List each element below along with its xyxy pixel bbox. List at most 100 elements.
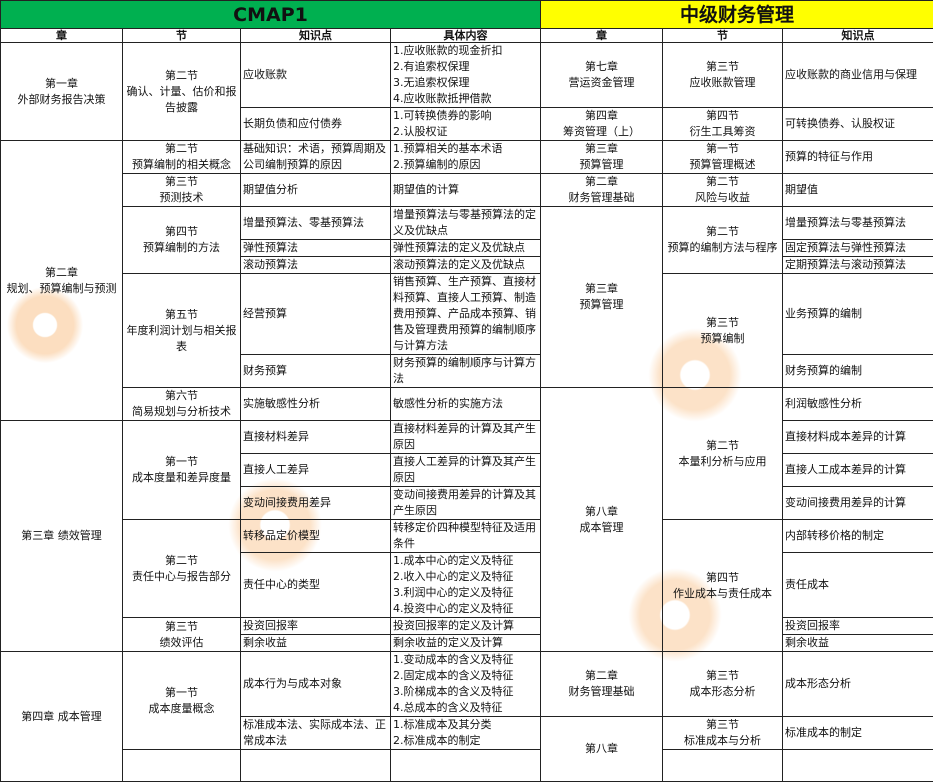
cmap-content: 滚动预算法的定义及优缺点 — [389, 256, 542, 274]
cmap-content: 转移定价四种模型特征及适用条件 — [389, 519, 542, 553]
cmap-section: 第一节 成本度量和差异度量 — [122, 420, 241, 520]
zj-chapter: 第二章 财务管理基础 — [540, 173, 664, 207]
cmap-section-empty — [122, 749, 241, 782]
zj-point: 定期预算法与滚动预算法 — [782, 256, 933, 274]
cmap-point: 投资回报率 — [240, 617, 391, 635]
cmap-content-empty — [389, 749, 542, 782]
zj-section: 第四节 作业成本与责任成本 — [662, 519, 784, 652]
cmap-point: 基础知识：术语，预算周期及公司编制预算的原因 — [240, 140, 391, 174]
zj-point: 期望值 — [782, 173, 933, 207]
zj-point-empty — [782, 749, 933, 782]
cmap-content: 期望值的计算 — [389, 173, 542, 207]
cmap-point: 应收账款 — [240, 42, 391, 108]
header-point-right: 知识点 — [782, 28, 933, 43]
cmap-point: 弹性预算法 — [240, 239, 391, 257]
zj-point: 直接材料成本差异的计算 — [782, 420, 933, 454]
cmap-chapter: 第一章 外部财务报告决策 — [0, 42, 123, 141]
zj-point: 可转换债券、认股权证 — [782, 107, 933, 141]
header-chapter: 章 — [0, 28, 123, 43]
cmap-point-empty — [240, 749, 391, 782]
cmap-content: 1.可转换债券的影响 2.认股权证 — [389, 107, 542, 141]
zj-section: 第三节 标准成本与分析 — [662, 716, 784, 750]
cmap-content: 投资回报率的定义及计算 — [389, 617, 542, 635]
cmap-point: 成本行为与成本对象 — [240, 651, 391, 717]
cmap-point: 剩余收益 — [240, 634, 391, 652]
header-section: 节 — [122, 28, 241, 43]
cmap-point: 长期负债和应付债券 — [240, 107, 391, 141]
title-cmap1: CMAP1 — [0, 0, 542, 29]
zj-point: 利润敏感性分析 — [782, 387, 933, 421]
cmap-section: 第三节 预测技术 — [122, 173, 241, 207]
cmap-point: 直接材料差异 — [240, 420, 391, 454]
zj-section: 第二节 预算的编制方法与程序 — [662, 206, 784, 274]
cmap-section: 第五节 年度利润计划与相关报表 — [122, 273, 241, 388]
cmap-content: 弹性预算法的定义及优缺点 — [389, 239, 542, 257]
zj-point: 直接人工成本差异的计算 — [782, 453, 933, 487]
cmap-point: 转移品定价模型 — [240, 519, 391, 553]
zj-point: 内部转移价格的制定 — [782, 519, 933, 553]
cmap-section: 第四节 预算编制的方法 — [122, 206, 241, 274]
cmap-content: 销售预算、生产预算、直接材料预算、直接人工预算、制造费用预算、产品成本预算、销售… — [389, 273, 542, 355]
zj-chapter: 第三章 预算管理 — [540, 206, 664, 388]
cmap-content: 变动间接费用差异的计算及其产生原因 — [389, 486, 542, 520]
zj-point: 变动间接费用差异的计算 — [782, 486, 933, 520]
cmap-content: 财务预算的编制顺序与计算方法 — [389, 354, 542, 388]
zj-section: 第三节 应收账款管理 — [662, 42, 784, 108]
cmap-content: 敏感性分析的实施方法 — [389, 387, 542, 421]
cmap-chapter: 第二章 规划、预算编制与预测 — [0, 140, 123, 421]
cmap-section: 第六节 简易规划与分析技术 — [122, 387, 241, 421]
zj-point: 预算的特征与作用 — [782, 140, 933, 174]
zj-section: 第二节 风险与收益 — [662, 173, 784, 207]
cmap-content: 1.标准成本及其分类 2.标准成本的制定 — [389, 716, 542, 750]
zj-section: 第三节 成本形态分析 — [662, 651, 784, 717]
cmap-point: 滚动预算法 — [240, 256, 391, 274]
zj-chapter: 第八章 — [540, 716, 664, 782]
cmap-section: 第一节 成本度量概念 — [122, 651, 241, 750]
header-point: 知识点 — [240, 28, 391, 43]
cmap-content: 1.成本中心的定义及特征 2.收入中心的定义及特征 3.利润中心的定义及特征 4… — [389, 552, 542, 618]
header-content: 具体内容 — [389, 28, 542, 43]
cmap-point: 财务预算 — [240, 354, 391, 388]
cmap-section: 第二节 预算编制的相关概念 — [122, 140, 241, 174]
cmap-section: 第二节 确认、计量、估价和报告披露 — [122, 42, 241, 141]
zj-section: 第三节 预算编制 — [662, 273, 784, 388]
zj-point: 剩余收益 — [782, 634, 933, 652]
cmap-point: 变动间接费用差异 — [240, 486, 391, 520]
cmap-content: 1.预算相关的基本术语 2.预算编制的原因 — [389, 140, 542, 174]
cmap-section: 第三节 绩效评估 — [122, 617, 241, 652]
cmap-point: 经营预算 — [240, 273, 391, 355]
zj-point: 标准成本的制定 — [782, 716, 933, 750]
cmap-content: 剩余收益的定义及计算 — [389, 634, 542, 652]
zj-chapter: 第二章 财务管理基础 — [540, 651, 664, 717]
cmap-point: 实施敏感性分析 — [240, 387, 391, 421]
header-chapter-right: 章 — [540, 28, 664, 43]
zj-point: 成本形态分析 — [782, 651, 933, 717]
cmap-point: 责任中心的类型 — [240, 552, 391, 618]
zj-point: 固定预算法与弹性预算法 — [782, 239, 933, 257]
header-section-right: 节 — [662, 28, 784, 43]
cmap-content: 直接人工差异的计算及其产生原因 — [389, 453, 542, 487]
zj-chapter: 第三章 预算管理 — [540, 140, 664, 174]
cmap-content: 1.变动成本的含义及特征 2.固定成本的含义及特征 3.阶梯成本的含义及特征 4… — [389, 651, 542, 717]
zj-point: 应收账款的商业信用与保理 — [782, 42, 933, 108]
zj-point: 投资回报率 — [782, 617, 933, 635]
cmap-point: 期望值分析 — [240, 173, 391, 207]
cmap-chapter: 第四章 成本管理 — [0, 651, 123, 782]
zj-point: 业务预算的编制 — [782, 273, 933, 355]
zj-section: 第四节 衍生工具筹资 — [662, 107, 784, 141]
cmap-chapter: 第三章 绩效管理 — [0, 420, 123, 652]
cmap-section: 第二节 责任中心与报告部分 — [122, 519, 241, 618]
cmap-point: 直接人工差异 — [240, 453, 391, 487]
cmap-point: 增量预算法、零基预算法 — [240, 206, 391, 240]
zj-section: 第一节 预算管理概述 — [662, 140, 784, 174]
zj-point: 财务预算的编制 — [782, 354, 933, 388]
zj-point: 责任成本 — [782, 552, 933, 618]
cmap-point: 标准成本法、实际成本法、正常成本法 — [240, 716, 391, 750]
zj-section-empty — [662, 749, 784, 782]
cmap-content: 1.应收账款的现金折扣 2.有追索权保理 3.无追索权保理 4.应收账款抵押借款 — [389, 42, 542, 108]
zj-chapter: 第四章 筹资管理（上） — [540, 107, 664, 141]
cmap-content: 增量预算法与零基预算法的定义及优缺点 — [389, 206, 542, 240]
cmap-content: 直接材料差异的计算及其产生原因 — [389, 420, 542, 454]
zj-point: 增量预算法与零基预算法 — [782, 206, 933, 240]
